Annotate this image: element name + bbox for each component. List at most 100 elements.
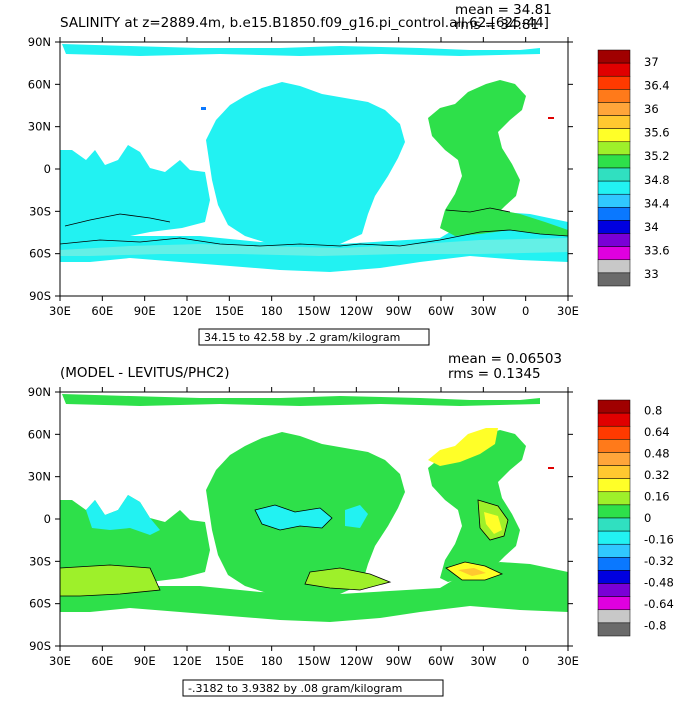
- colorbar-swatch: [597, 49, 631, 64]
- y-tick-label: 30S: [29, 204, 51, 218]
- colorbar-swatch: [597, 557, 631, 571]
- y-tick-label: 60N: [28, 77, 51, 91]
- contour-line: [60, 229, 568, 247]
- y-tick-label: 30S: [29, 554, 51, 568]
- colorbar-swatch: [597, 570, 631, 584]
- x-tick-label: 150E: [215, 304, 244, 318]
- ocean-atlantic: [428, 430, 526, 582]
- colorbar-swatch: [597, 425, 631, 440]
- colorbar-label: 33.6: [644, 244, 670, 258]
- low-salinity-spot: [201, 107, 206, 110]
- x-tick-label: 120E: [172, 654, 201, 668]
- colorbar-label: 33: [644, 267, 659, 281]
- colorbar-label: 35.2: [644, 149, 670, 163]
- colorbar-label: 0.48: [644, 447, 670, 461]
- ocean-pacific: [206, 82, 405, 246]
- colorbar-swatch: [597, 62, 631, 77]
- x-tick-label: 30W: [470, 654, 496, 668]
- colorbar-swatch: [597, 180, 631, 195]
- negative-anomaly-indian: [86, 495, 160, 535]
- y-tick-label: 30N: [28, 470, 51, 484]
- ocean-southern-teal: [60, 238, 568, 256]
- colorbar-swatch: [597, 154, 631, 169]
- colorbar-swatch: [597, 596, 631, 611]
- colorbar-label: 36: [644, 102, 659, 116]
- colorbar-swatch: [597, 583, 631, 597]
- x-tick-label: 30W: [470, 304, 496, 318]
- colorbar-label: 0: [644, 511, 651, 525]
- contour-line: [304, 567, 392, 591]
- colorbar-label: 0.8: [644, 404, 662, 418]
- high-salinity-spot: [548, 117, 554, 119]
- colorbar-swatch: [597, 207, 631, 221]
- colorbar-swatch: [597, 89, 631, 103]
- colorbar-swatch: [597, 412, 631, 427]
- colorbar-swatch: [597, 517, 631, 532]
- colorbar-swatch: [597, 530, 631, 545]
- ocean-field: [60, 394, 568, 622]
- colorbar-swatch: [597, 452, 631, 466]
- colorbar-label: 0.64: [644, 425, 670, 439]
- x-tick-label: 90E: [134, 654, 156, 668]
- x-tick-label: 120E: [172, 304, 201, 318]
- negative-anomaly-pacific-east: [345, 505, 368, 528]
- panel-title: (MODEL - LEVITUS/PHC2): [60, 365, 230, 381]
- colorbar-swatch: [597, 259, 631, 274]
- colorbar-swatch: [597, 102, 631, 116]
- ocean-southern: [60, 212, 568, 272]
- x-tick-label: 60W: [428, 304, 454, 318]
- colorbar-swatch: [597, 141, 631, 156]
- colorbar-swatch: [597, 246, 631, 261]
- x-tick-label: 180: [261, 304, 283, 318]
- colorbar-swatch: [597, 115, 631, 129]
- contour-line: [445, 561, 504, 581]
- colorbar-label: 0.16: [644, 490, 670, 504]
- colorbar-swatch: [597, 609, 631, 624]
- colorbar: 37 36.4 36 35.6 35.2 34.8 34.4 34 33.6 33: [597, 49, 670, 287]
- rms-value: rms = 34.81: [455, 17, 539, 33]
- y-tick-label: 90N: [28, 385, 51, 399]
- y-tick-label: 30N: [28, 120, 51, 134]
- colorbar-swatch: [597, 233, 631, 247]
- colorbar-swatch: [597, 272, 631, 287]
- colorbar-swatch: [597, 167, 631, 182]
- x-tick-label: 90W: [386, 654, 412, 668]
- colorbar-swatch: [597, 128, 631, 143]
- panel-title: SALINITY at z=2889.4m, b.e15.B1850.f09_g…: [60, 15, 549, 31]
- colorbar-label: -0.48: [644, 575, 674, 589]
- y-tick-label: 0: [44, 512, 51, 526]
- colorbar-label: -0.32: [644, 554, 674, 568]
- colorbar-label: 34: [644, 220, 659, 234]
- colorbar-swatch: [597, 504, 631, 519]
- x-tick-label: 30E: [557, 304, 579, 318]
- x-tick-label: 0: [522, 304, 529, 318]
- colorbar-swatch: [597, 75, 631, 90]
- x-tick-label: 30E: [49, 304, 71, 318]
- colorbar-label: -0.8: [644, 618, 666, 632]
- x-tick-label: 120W: [340, 654, 373, 668]
- colorbar-label: 0.32: [644, 468, 670, 482]
- x-tick-label: 180: [261, 654, 283, 668]
- contour-line: [254, 504, 333, 531]
- rms-value: rms = 0.1345: [448, 366, 541, 382]
- x-tick-label: 60E: [91, 654, 113, 668]
- colorbar-swatch: [597, 491, 631, 506]
- colorbar-swatch: [597, 478, 631, 493]
- colorbar: 0.8 0.64 0.48 0.32 0.16 0 -0.16 -0.32 -0.48 -0.64…: [597, 399, 674, 637]
- y-tick-label: 0: [44, 162, 51, 176]
- x-tick-label: 30E: [557, 654, 579, 668]
- colorbar-label: 34.8: [644, 173, 670, 187]
- colorbar-swatch: [597, 439, 631, 453]
- x-tick-label: 60W: [428, 654, 454, 668]
- positive-anomaly-south: [60, 565, 160, 596]
- negative-anomaly-pacific: [255, 505, 332, 530]
- mean-value: mean = 0.06503: [448, 351, 562, 367]
- colorbar-label: 35.6: [644, 126, 670, 140]
- panel-difference: (MODEL - LEVITUS/PHC2) mean = 0.06503 rm…: [28, 351, 674, 697]
- colorbar-swatch: [597, 399, 631, 414]
- high-anomaly-spot: [548, 467, 554, 469]
- contour-line: [60, 564, 161, 597]
- colorbar-label: -0.64: [644, 597, 674, 611]
